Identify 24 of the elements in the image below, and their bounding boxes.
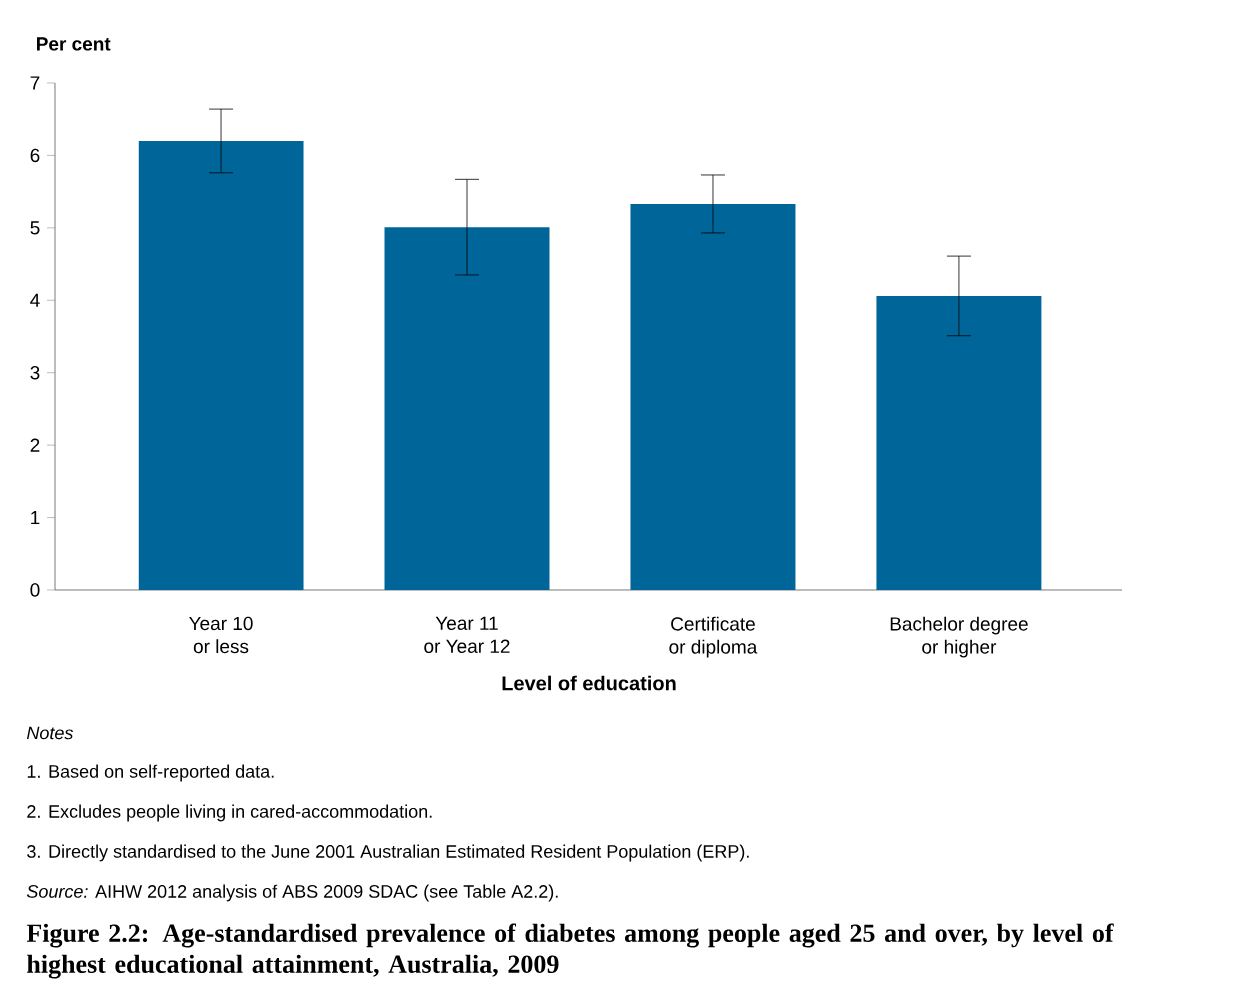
y-axis-title: Per cent	[37, 37, 111, 51]
x-axis-title: Level of education	[502, 675, 676, 691]
y-tick-label: 3	[30, 365, 40, 380]
y-tick-label: 6	[30, 148, 40, 163]
y-tick-label: 1	[31, 511, 40, 525]
text: Notes	[26, 726, 74, 740]
y-tick-label: 0	[30, 583, 40, 597]
x-tick-label: Year 10 or less	[189, 616, 253, 654]
y-tick-label: 7	[30, 76, 40, 90]
text: 3. Directly standardised to the June 2001 Australian Estimated Resident Population (ERP).	[27, 844, 749, 862]
bar	[630, 203, 796, 590]
text: Figure 2.2: Age-standardised prevalence of diabetes among people aged 25 and over, by level of highest educational attainment, Australia, 2009	[26, 923, 1114, 979]
y-tick-label: 4	[30, 293, 40, 307]
bar	[384, 227, 550, 590]
text: 1. Based on self-reported data.	[27, 764, 274, 782]
bar	[876, 295, 1042, 590]
x-tick-label: Bachelor degree or higher	[890, 616, 1028, 658]
y-tick-label: 2	[30, 438, 40, 452]
text: Source: AIHW 2012 analysis of ABS 2009 SDAC (see Table A2.2).	[26, 884, 558, 902]
y-tick-label: 5	[30, 221, 40, 235]
x-tick-label: Year 11 or Year 12	[424, 616, 510, 653]
bar	[138, 140, 304, 590]
text: 2. Excludes people living in cared-accommodation.	[27, 804, 432, 822]
x-tick-label: Certificate or diploma	[669, 616, 758, 658]
